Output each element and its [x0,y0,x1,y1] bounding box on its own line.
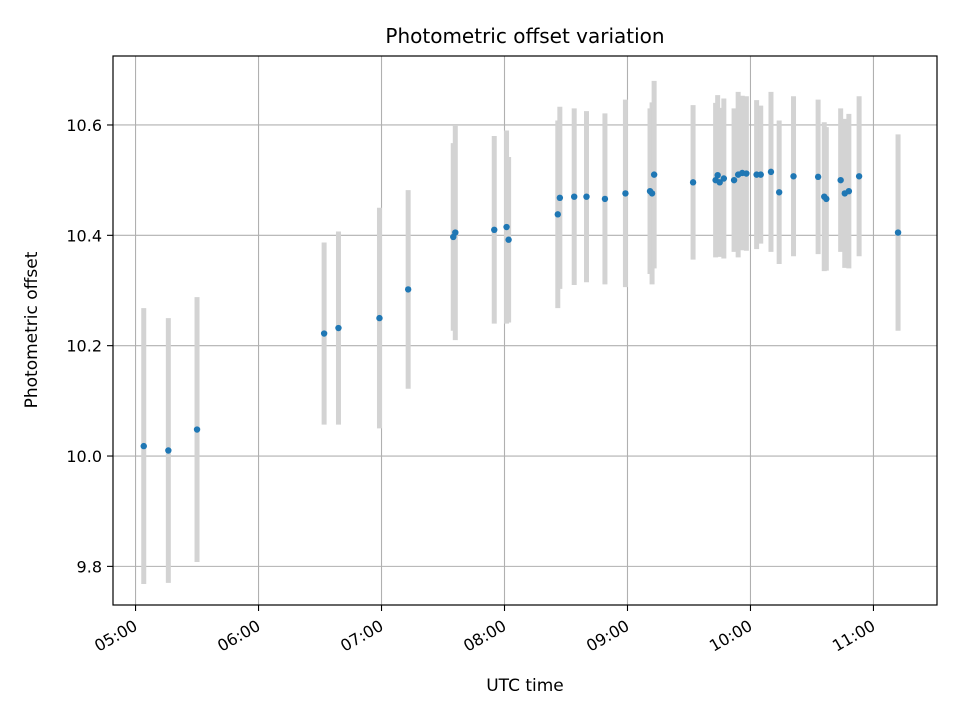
data-point [823,195,830,203]
data-point [790,173,797,180]
data-point [743,170,750,177]
data-point [601,195,609,203]
y-tick-label: 10.2 [66,337,102,356]
y-axis: 9.8 10.0 10.2 10.4 10.6 [66,116,113,576]
data-point [491,226,498,234]
data-point [320,330,328,337]
data-point [404,286,412,293]
data-point [757,171,764,178]
y-tick-label: 10.0 [66,447,102,466]
data-point [855,173,863,180]
data-point [716,179,723,186]
plot-frame [112,55,938,606]
data-point [140,442,147,450]
data-point [894,229,902,236]
data-point [650,171,658,178]
y-axis-title: Photometric offset [22,251,42,408]
data-point [714,171,721,179]
data-point [583,193,590,200]
data-point [845,187,853,195]
data-point [837,176,844,184]
data-point [775,189,783,196]
data-point [689,179,697,186]
x-axis-title: UTC time [486,676,564,696]
data-point [767,168,775,176]
data-point [193,426,201,433]
data-point [814,173,822,181]
data-point [503,223,510,231]
data-points [140,168,902,454]
data-point [570,193,578,200]
data-point [730,176,738,184]
data-point [648,190,656,197]
data-point [622,190,629,197]
data-point [165,447,172,454]
data-point [335,324,342,332]
y-tick-label: 10.6 [66,116,102,135]
chart-title: Photometric offset variation [385,24,664,48]
y-tick-label: 9.8 [77,557,102,576]
data-point [720,175,728,182]
data-point [452,229,459,236]
y-tick-label: 10.4 [66,226,102,245]
data-point [556,194,564,202]
data-point [505,236,512,243]
data-point [554,211,561,218]
data-point [376,314,383,322]
